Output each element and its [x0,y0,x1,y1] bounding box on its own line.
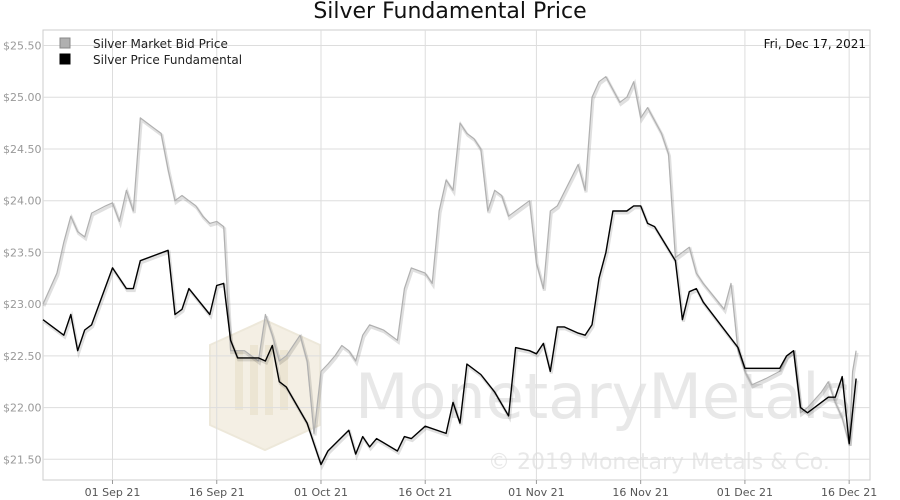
y-tick-label: $24.00 [3,195,42,208]
y-tick-label: $25.50 [3,40,42,53]
y-tick-label: $24.50 [3,143,42,156]
x-axis-ticks: 01 Sep 21 16 Sep 21 01 Oct 21 16 Oct 21 01 N… [85,480,877,499]
gridlines [43,30,870,480]
plot-area [42,29,871,481]
x-tick-label: 16 Oct 21 [398,486,452,499]
x-tick-label: 01 Sep 21 [85,486,141,499]
x-tick-label: 16 Sep 21 [189,486,245,499]
legend-swatch-bid [59,37,71,49]
watermark-brand: MonetaryMetals [355,360,852,433]
x-tick-label: 16 Dec 21 [821,486,877,499]
watermark-copyright: © 2019 Monetary Metals & Co. [488,450,830,475]
chart-title: Silver Fundamental Price [313,0,586,24]
x-tick-label: 01 Dec 21 [717,486,773,499]
watermark-logo-icon [209,318,321,452]
y-tick-label: $23.50 [3,246,42,259]
series-line-fundamental [42,205,857,466]
y-tick-label: $22.00 [3,402,42,415]
series-line-market-bid [42,75,857,445]
legend-label-fundamental: Silver Price Fundamental [93,53,242,67]
legend-label-bid: Silver Market Bid Price [93,37,228,51]
y-tick-label: $22.50 [3,350,42,363]
series-lines [42,75,859,471]
y-tick-label: $23.00 [3,298,42,311]
legend: Silver Market Bid Price Silver Price Fun… [59,37,242,67]
y-axis-ticks: $21.50 $22.00 $22.50 $23.00 $23.50 $24.00 $24.… [3,40,42,467]
y-tick-label: $21.50 [3,453,42,466]
watermark: MonetaryMetals © 2019 Monetary Metals & … [209,318,852,475]
x-tick-label: 01 Oct 21 [294,486,348,499]
date-label: Fri, Dec 17, 2021 [764,37,866,51]
x-tick-label: 01 Nov 21 [508,486,564,499]
y-tick-label: $25.00 [3,91,42,104]
legend-swatch-fundamental [59,53,71,65]
x-tick-label: 16 Nov 21 [612,486,668,499]
